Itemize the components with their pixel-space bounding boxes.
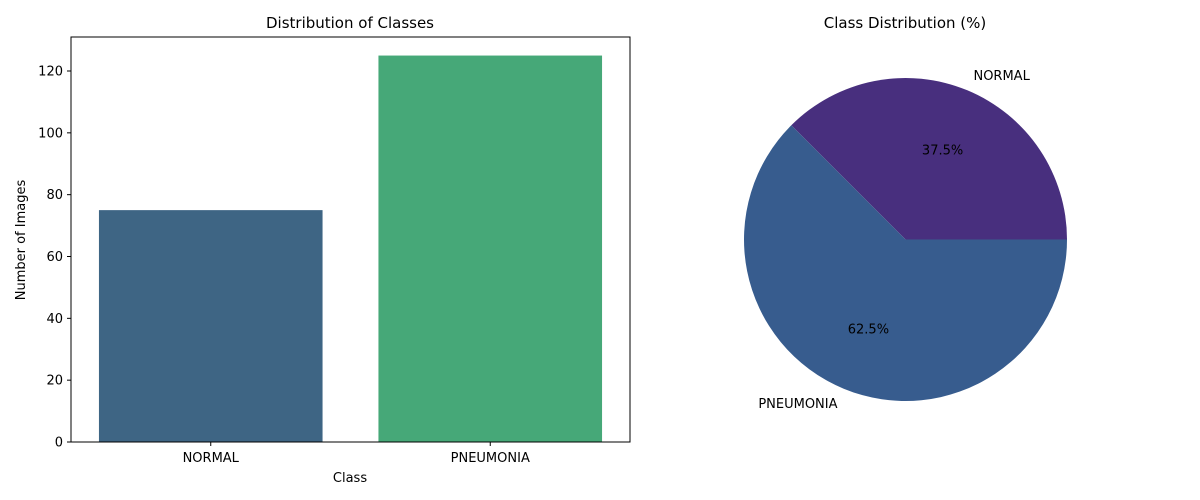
- y-axis-label: Number of Images: [14, 180, 29, 301]
- pie-chart-title: Class Distribution (%): [824, 14, 986, 32]
- bar-chart-title: Distribution of Classes: [266, 14, 434, 32]
- pie-label-pneumonia: PNEUMONIA: [758, 397, 837, 412]
- y-tick-label: 40: [46, 312, 63, 327]
- y-tick-label: 120: [38, 65, 63, 80]
- pie-chart: Class Distribution (%) NORMAL 37.5% PNEUMO…: [744, 14, 1067, 412]
- x-axis-ticks: NORMAL PNEUMONIA: [183, 442, 530, 466]
- bar-normal: [98, 210, 323, 442]
- pie-labels: NORMAL 37.5% PNEUMONIA 62.5%: [758, 69, 1030, 412]
- pie-slices: [744, 77, 1067, 401]
- pie-pct-pneumonia: 62.5%: [848, 323, 889, 338]
- x-tick-label: NORMAL: [183, 451, 240, 466]
- bar-pneumonia: [378, 55, 603, 442]
- bar-chart: Distribution of Classes 020406080100120 …: [14, 14, 631, 486]
- pie-slice-pneumonia: [744, 125, 1067, 401]
- bar-series: [98, 55, 603, 442]
- plot-frame: [70, 36, 631, 443]
- pie-label-normal: NORMAL: [973, 69, 1030, 84]
- y-axis-ticks: 0 20 40 60 80 100 120: [38, 65, 71, 451]
- x-axis-label: Class: [333, 471, 367, 486]
- y-tick-label: 80: [46, 188, 63, 203]
- y-tick-label: 20: [46, 374, 63, 389]
- x-tick-label: PNEUMONIA: [451, 451, 530, 466]
- y-tick-label: 100: [38, 126, 63, 141]
- pie-slice-normal: [791, 77, 1067, 240]
- y-tick-label: 0: [55, 436, 63, 451]
- y-tick-label: 60: [46, 250, 63, 265]
- pie-pct-normal: 37.5%: [922, 143, 963, 158]
